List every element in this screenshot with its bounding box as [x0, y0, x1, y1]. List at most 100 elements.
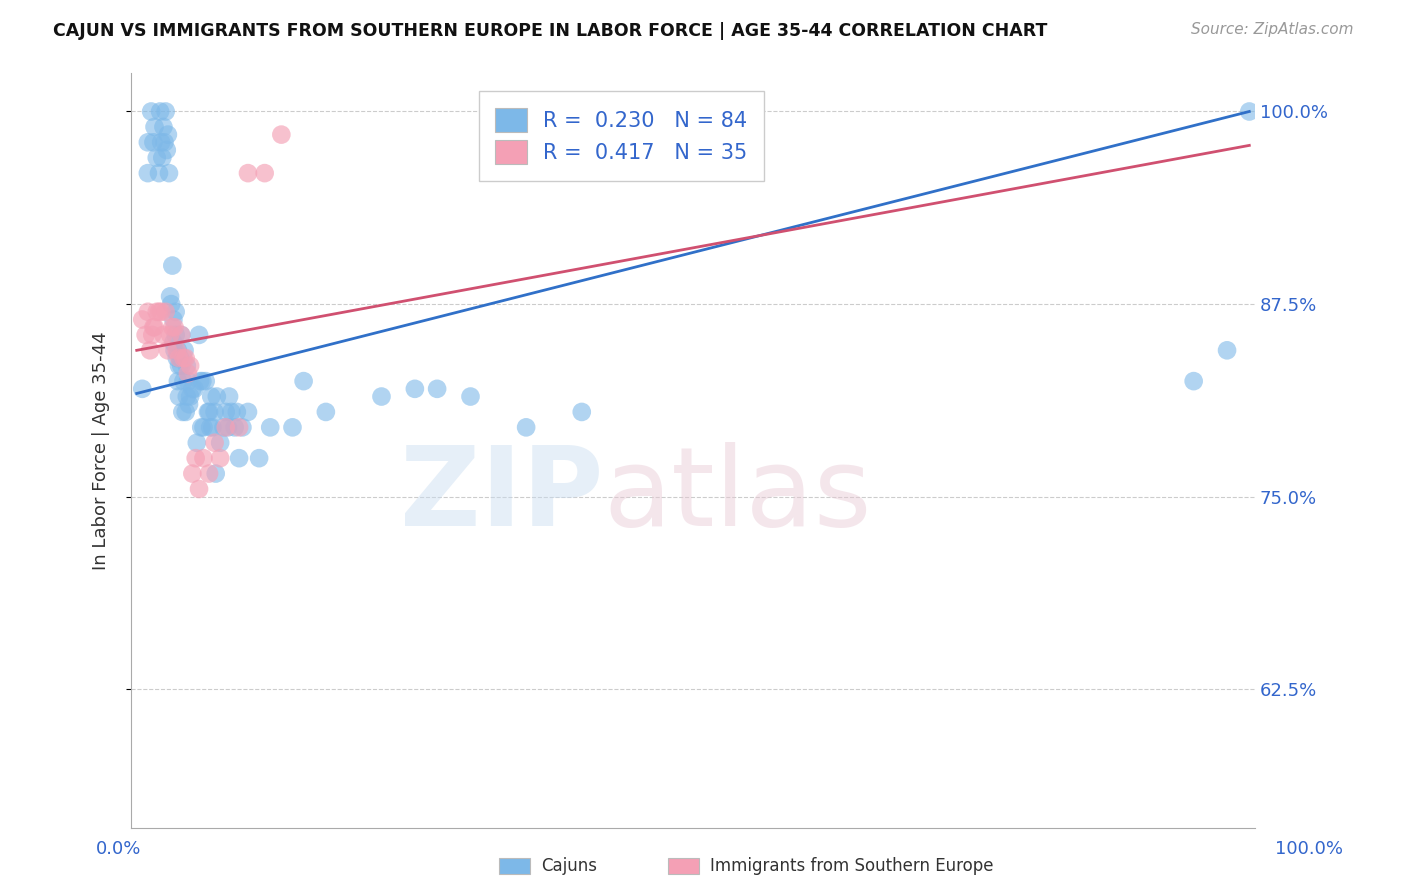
Point [228, 420, 250, 434]
Point [209, 451, 232, 466]
Point [281, 420, 304, 434]
Point [131, 312, 153, 326]
Point [163, 320, 186, 334]
Point [169, 351, 191, 365]
Point [183, 382, 205, 396]
Point [217, 420, 239, 434]
Point [176, 390, 198, 404]
Point [150, 151, 173, 165]
Point [186, 435, 208, 450]
Point [148, 166, 170, 180]
Point [163, 343, 186, 358]
Point [159, 327, 181, 342]
Point [259, 420, 281, 434]
Point [166, 351, 188, 365]
Point [181, 382, 204, 396]
Point [139, 343, 162, 358]
Point [370, 390, 392, 404]
Point [136, 305, 159, 319]
Point [135, 327, 157, 342]
Point [156, 343, 179, 358]
Point [174, 351, 197, 365]
Point [153, 136, 176, 150]
Point [172, 374, 194, 388]
Point [1239, 104, 1261, 119]
Point [162, 259, 184, 273]
Point [515, 420, 537, 434]
Point [204, 405, 226, 419]
Point [184, 451, 207, 466]
Point [200, 390, 222, 404]
Point [150, 305, 173, 319]
Point [149, 104, 172, 119]
Point [315, 405, 337, 419]
Point [143, 120, 166, 134]
Text: atlas: atlas [603, 442, 872, 549]
Point [157, 166, 180, 180]
Point [172, 351, 194, 365]
Point [198, 405, 221, 419]
Point [172, 405, 194, 419]
Point [177, 374, 200, 388]
Point [193, 451, 215, 466]
Text: CAJUN VS IMMIGRANTS FROM SOUTHERN EUROPE IN LABOR FORCE | AGE 35-44 CORRELATION : CAJUN VS IMMIGRANTS FROM SOUTHERN EUROPE… [53, 22, 1047, 40]
Point [209, 435, 232, 450]
Point [165, 305, 187, 319]
Point [156, 128, 179, 142]
Point [166, 343, 188, 358]
Point [188, 327, 211, 342]
Point [236, 405, 259, 419]
Point [159, 289, 181, 303]
Point [221, 405, 243, 419]
Point [177, 397, 200, 411]
Point [162, 335, 184, 350]
Point [224, 420, 246, 434]
Point [404, 382, 426, 396]
Point [181, 467, 204, 481]
Point [231, 420, 253, 434]
Point [205, 390, 228, 404]
Point [162, 312, 184, 326]
Text: Source: ZipAtlas.com: Source: ZipAtlas.com [1191, 22, 1354, 37]
Point [145, 305, 167, 319]
Point [170, 327, 193, 342]
Point [198, 467, 221, 481]
Point [148, 305, 170, 319]
Text: Immigrants from Southern Europe: Immigrants from Southern Europe [710, 857, 994, 875]
Point [145, 151, 167, 165]
Point [152, 327, 174, 342]
Point [142, 320, 165, 334]
Point [174, 405, 197, 419]
Y-axis label: In Labor Force | Age 35-44: In Labor Force | Age 35-44 [93, 331, 110, 570]
Point [179, 359, 201, 373]
Point [167, 351, 190, 365]
Point [190, 420, 212, 434]
Point [170, 359, 193, 373]
Text: 0.0%: 0.0% [96, 840, 141, 858]
Point [167, 343, 190, 358]
Point [142, 136, 165, 150]
Point [150, 136, 173, 150]
Point [131, 382, 153, 396]
Point [155, 305, 177, 319]
Point [218, 390, 240, 404]
Point [141, 327, 163, 342]
Point [156, 143, 179, 157]
Point [141, 104, 163, 119]
Point [167, 374, 190, 388]
Point [191, 374, 214, 388]
Point [194, 374, 217, 388]
Point [204, 435, 226, 450]
Text: 100.0%: 100.0% [1275, 840, 1343, 858]
Point [188, 374, 211, 388]
Point [228, 451, 250, 466]
Point [1182, 374, 1205, 388]
Point [162, 320, 184, 334]
Text: ZIP: ZIP [399, 442, 603, 549]
Legend: R =  0.230   N = 84, R =  0.417   N = 35: R = 0.230 N = 84, R = 0.417 N = 35 [478, 91, 765, 181]
Point [426, 382, 449, 396]
Point [136, 166, 159, 180]
Point [571, 405, 593, 419]
Point [292, 374, 315, 388]
Point [201, 420, 224, 434]
